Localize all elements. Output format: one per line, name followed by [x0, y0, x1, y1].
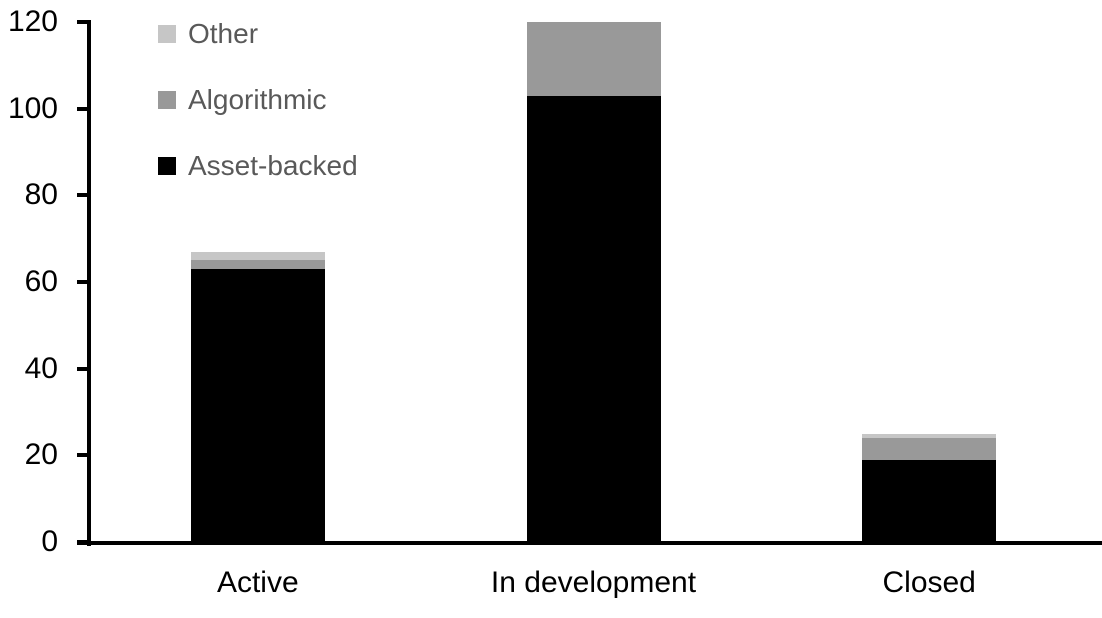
legend-item-other: Other [158, 20, 358, 48]
y-tick [77, 366, 90, 371]
chart-legend: Other Algorithmic Asset-backed [158, 20, 358, 180]
y-tick [77, 20, 90, 24]
y-tick-label: 60 [24, 265, 58, 298]
legend-item-asset-backed: Asset-backed [158, 152, 358, 180]
y-tick-label: 120 [7, 5, 58, 38]
x-axis-line [77, 541, 1102, 545]
legend-swatch-icon-asset-backed [158, 157, 176, 175]
y-axis-line [87, 20, 91, 546]
y-tick-label: 20 [24, 438, 58, 472]
legend-swatch-icon-algorithmic [158, 91, 176, 109]
bar-segment-asset-backed-in-development [526, 95, 661, 542]
y-tick-label: 40 [24, 351, 58, 385]
y-tick [77, 106, 90, 111]
y-tick-label: 80 [24, 178, 58, 212]
bar-segment-asset-backed-closed [862, 459, 997, 542]
y-tick [77, 280, 90, 284]
legend-label-asset-backed: Asset-backed [188, 150, 358, 181]
bar-segment-algorithmic-closed [862, 438, 997, 460]
y-tick-label: 100 [7, 91, 58, 125]
y-tick-label: 0 [41, 525, 58, 558]
legend-label-algorithmic: Algorithmic [188, 84, 327, 115]
category-label-closed: Closed [882, 566, 976, 599]
legend-label-other: Other [188, 18, 259, 49]
legend-swatch-icon-other [158, 25, 176, 43]
category-label-in-development: In development [490, 566, 697, 599]
bar-segment-algorithmic-active [190, 260, 325, 269]
bar-segment-algorithmic-in-development [526, 22, 661, 96]
y-tick [77, 453, 90, 458]
category-label-active: Active [216, 566, 299, 599]
bar-segment-other-closed [862, 433, 997, 438]
bar-segment-asset-backed-active [190, 269, 325, 542]
bar-segment-other-active [190, 251, 325, 261]
legend-item-algorithmic: Algorithmic [158, 86, 358, 114]
y-tick [77, 193, 90, 198]
